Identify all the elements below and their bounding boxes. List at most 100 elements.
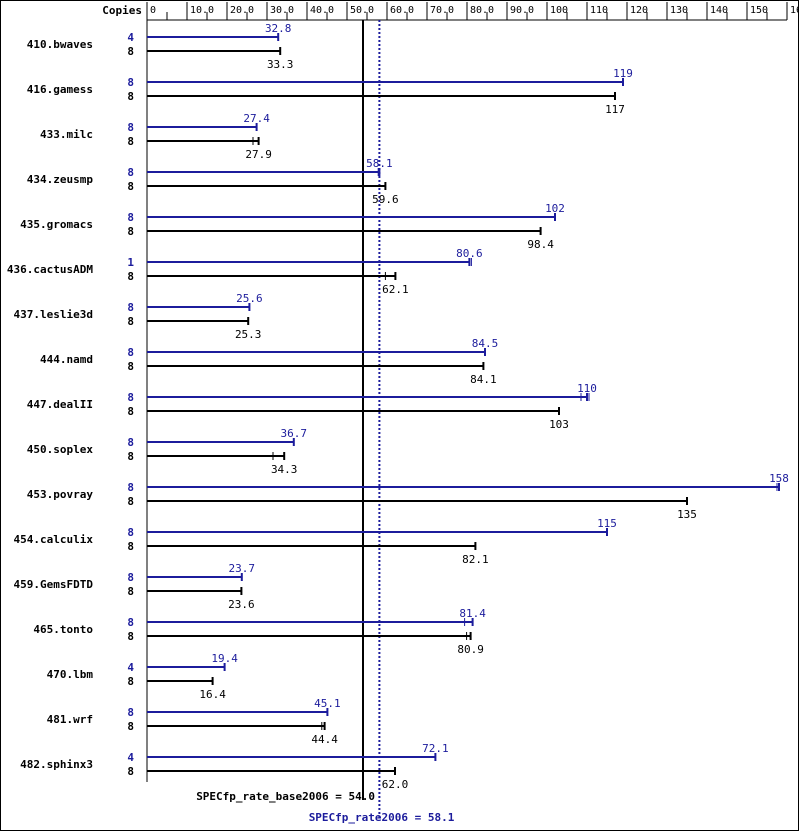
benchmark-name: 465.tonto [33, 623, 93, 636]
base-value-label: 59.6 [372, 193, 399, 206]
x-tick-label: 40.0 [310, 5, 334, 16]
x-axis: 0 10.0 20.0 30.0 40.0 50.0 60.0 70.0 80.0 90.0 100… [146, 2, 799, 782]
peak-value-label: 110 [577, 382, 597, 395]
peak-value-label: 119 [613, 67, 633, 80]
summary-labels: SPECfp_rate_base2006 = 54.0 SPECfp_rate20… [196, 790, 455, 824]
benchmark-name: 416.gamess [27, 83, 93, 96]
peak-value-label: 72.1 [422, 742, 449, 755]
peak-value-label: 36.7 [281, 427, 308, 440]
base-copies-label: 8 [127, 450, 134, 463]
benchmark-row: 416.gamess 8 119 8 117 [27, 67, 633, 116]
benchmark-name: 437.leslie3d [14, 308, 93, 321]
peak-copies-label: 8 [127, 616, 134, 629]
benchmark-name: 481.wrf [47, 713, 93, 726]
peak-value-label: 58.1 [366, 157, 393, 170]
benchmark-name: 434.zeusmp [27, 173, 94, 186]
benchmark-name: 453.povray [27, 488, 94, 501]
base-value-label: 84.1 [470, 373, 497, 386]
x-tick-label: 30.0 [270, 5, 294, 16]
peak-copies-label: 4 [127, 751, 134, 764]
base-value-label: 82.1 [462, 553, 489, 566]
base-value-label: 16.4 [199, 688, 226, 701]
peak-value-label: 23.7 [229, 562, 256, 575]
peak-copies-label: 8 [127, 571, 134, 584]
peak-value-label: 158 [769, 472, 789, 485]
peak-copies-label: 4 [127, 661, 134, 674]
peak-value-label: 25.6 [236, 292, 263, 305]
x-tick-label: 10.0 [190, 5, 214, 16]
base-value-label: 25.3 [235, 328, 262, 341]
benchmark-row: 465.tonto 8 81.4 8 80.9 [33, 607, 486, 656]
peak-copies-label: 8 [127, 391, 134, 404]
benchmark-name: 482.sphinx3 [20, 758, 93, 771]
benchmark-row: 454.calculix 8 115 8 82.1 [14, 517, 617, 566]
benchmark-row: 435.gromacs 8 102 8 98.4 [20, 202, 565, 251]
x-tick-label: 0 [150, 5, 156, 16]
benchmark-row: 450.soplex 8 36.7 8 34.3 [27, 427, 307, 476]
x-tick-label: 50.0 [350, 5, 374, 16]
benchmark-name: 459.GemsFDTD [14, 578, 94, 591]
peak-value-label: 115 [597, 517, 617, 530]
peak-copies-label: 8 [127, 706, 134, 719]
base-value-label: 27.9 [245, 148, 272, 161]
peak-copies-label: 8 [127, 436, 134, 449]
peak-copies-label: 8 [127, 346, 134, 359]
x-tick-label: 100 [550, 5, 568, 16]
x-tick-label: 150 [750, 5, 768, 16]
x-tick-label: 70.0 [430, 5, 454, 16]
benchmark-row: 437.leslie3d 8 25.6 8 25.3 [14, 292, 263, 341]
base-copies-label: 8 [127, 45, 134, 58]
base-value-label: 62.1 [382, 283, 409, 296]
x-tick-label: 120 [630, 5, 648, 16]
benchmark-name: 454.calculix [14, 533, 94, 546]
peak-value-label: 45.1 [314, 697, 341, 710]
benchmark-name: 470.lbm [47, 668, 94, 681]
benchmark-row: 453.povray 8 158 8 135 [27, 472, 789, 521]
base-copies-label: 8 [127, 540, 134, 553]
peak-value-label: 27.4 [243, 112, 270, 125]
base-copies-label: 8 [127, 90, 134, 103]
benchmark-row: 482.sphinx3 4 72.1 8 62.0 [20, 742, 449, 791]
benchmark-row: 444.namd 8 84.5 8 84.1 [40, 337, 498, 386]
x-tick-label: 80.0 [470, 5, 494, 16]
benchmark-rows: 410.bwaves432.8833.3416.gamess8119811743… [7, 22, 789, 791]
peak-value-label: 84.5 [472, 337, 499, 350]
benchmark-name: 436.cactusADM [7, 263, 93, 276]
benchmark-name: 435.gromacs [20, 218, 93, 231]
peak-copies-label: 8 [127, 481, 134, 494]
peak-copies-label: 4 [127, 31, 134, 44]
x-tick-label: 60.0 [390, 5, 414, 16]
base-copies-label: 8 [127, 495, 134, 508]
benchmark-row: 433.milc 8 27.4 8 27.9 [40, 112, 272, 161]
benchmark-row: 470.lbm 4 19.4 8 16.4 [47, 652, 239, 701]
peak-copies-label: 8 [127, 121, 134, 134]
benchmark-row: 447.dealII 8 110 8 103 [27, 382, 597, 431]
x-tick-label: 90.0 [510, 5, 534, 16]
base-value-label: 62.0 [382, 778, 409, 791]
base-value-label: 135 [677, 508, 697, 521]
base-copies-label: 8 [127, 360, 134, 373]
peak-copies-label: 8 [127, 211, 134, 224]
benchmark-row: 436.cactusADM 1 80.6 8 62.1 [7, 247, 483, 296]
x-tick-label: 160 [790, 5, 799, 16]
base-copies-label: 8 [127, 720, 134, 733]
x-tick-label: 110 [590, 5, 608, 16]
base-copies-label: 8 [127, 585, 134, 598]
x-tick-label: 20.0 [230, 5, 254, 16]
summary-base-label: SPECfp_rate_base2006 = 54.0 [196, 790, 375, 803]
x-tick-label: 130 [670, 5, 688, 16]
base-copies-label: 8 [127, 225, 134, 238]
axis-title-copies: Copies [102, 4, 142, 17]
benchmark-row: 434.zeusmp 8 58.1 8 59.6 [27, 157, 399, 206]
summary-peak-label: SPECfp_rate2006 = 58.1 [309, 811, 455, 824]
benchmark-name: 433.milc [40, 128, 93, 141]
benchmark-row: 459.GemsFDTD 8 23.7 8 23.6 [14, 562, 256, 611]
peak-copies-label: 8 [127, 76, 134, 89]
peak-copies-label: 8 [127, 166, 134, 179]
base-copies-label: 8 [127, 315, 134, 328]
base-copies-label: 8 [127, 270, 134, 283]
base-copies-label: 8 [127, 135, 134, 148]
